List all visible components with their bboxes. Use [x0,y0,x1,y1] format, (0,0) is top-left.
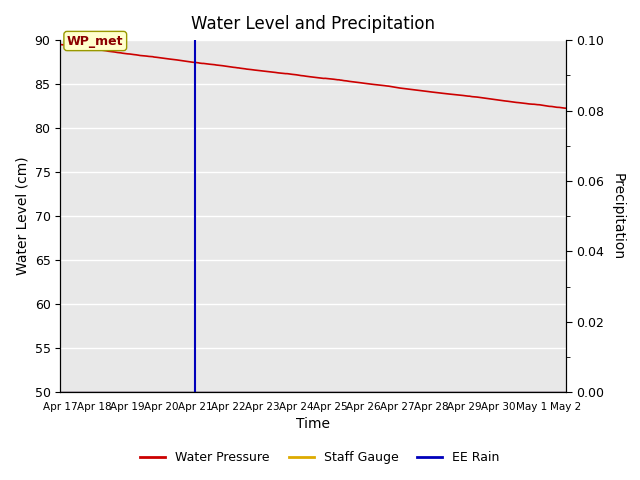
Legend: Water Pressure, Staff Gauge, EE Rain: Water Pressure, Staff Gauge, EE Rain [136,446,504,469]
Water Pressure [424,89,431,95]
Line: Water Pressure: Water Pressure [60,45,566,108]
Water Pressure [421,88,429,94]
Water Pressure [56,42,64,48]
Water Pressure [562,105,570,111]
X-axis label: Time: Time [296,418,330,432]
Water Pressure [374,82,382,88]
Water Pressure [257,68,264,73]
Title: Water Level and Precipitation: Water Level and Precipitation [191,15,435,33]
Y-axis label: Water Level (cm): Water Level (cm) [15,157,29,276]
Y-axis label: Precipitation: Precipitation [611,172,625,260]
Text: WP_met: WP_met [67,35,124,48]
Water Pressure [221,63,229,69]
Water Pressure [117,50,125,56]
